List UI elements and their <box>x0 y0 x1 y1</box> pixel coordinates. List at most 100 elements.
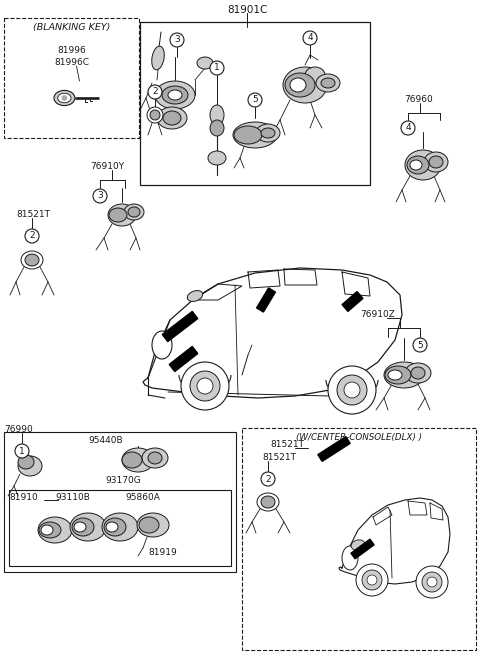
Ellipse shape <box>256 124 280 142</box>
Text: 95440B: 95440B <box>88 436 122 445</box>
Ellipse shape <box>411 367 425 379</box>
Ellipse shape <box>208 151 226 165</box>
Bar <box>4 432 236 572</box>
Ellipse shape <box>155 81 195 109</box>
Ellipse shape <box>157 107 187 129</box>
Ellipse shape <box>410 160 422 170</box>
Circle shape <box>210 61 224 75</box>
Circle shape <box>422 572 442 592</box>
Text: 81901C: 81901C <box>227 5 267 15</box>
Ellipse shape <box>72 518 94 536</box>
Ellipse shape <box>168 90 182 100</box>
Bar <box>140 22 370 185</box>
Circle shape <box>61 95 67 101</box>
Ellipse shape <box>305 67 325 83</box>
Circle shape <box>181 362 229 410</box>
Text: 4: 4 <box>307 33 313 43</box>
Polygon shape <box>342 292 363 312</box>
Circle shape <box>356 564 388 596</box>
Circle shape <box>344 382 360 398</box>
Ellipse shape <box>210 105 224 125</box>
Ellipse shape <box>233 122 277 148</box>
Ellipse shape <box>58 93 71 103</box>
Circle shape <box>190 371 220 401</box>
Ellipse shape <box>122 448 154 472</box>
Ellipse shape <box>122 452 142 468</box>
Bar <box>4 18 139 138</box>
Circle shape <box>401 121 415 135</box>
Text: (BLANKING KEY): (BLANKING KEY) <box>33 23 110 32</box>
Circle shape <box>427 577 437 587</box>
Text: 3: 3 <box>174 35 180 45</box>
Text: 1: 1 <box>19 447 25 455</box>
Text: 4: 4 <box>405 123 411 133</box>
Text: 76910Y: 76910Y <box>90 162 124 171</box>
Ellipse shape <box>109 208 127 222</box>
Ellipse shape <box>261 128 275 138</box>
Text: 95860A: 95860A <box>125 493 160 502</box>
Text: 2: 2 <box>29 232 35 241</box>
Text: 81521T: 81521T <box>262 453 296 462</box>
Circle shape <box>170 33 184 47</box>
Ellipse shape <box>142 448 168 468</box>
Ellipse shape <box>261 496 275 508</box>
Ellipse shape <box>407 156 429 174</box>
Ellipse shape <box>384 362 424 388</box>
Ellipse shape <box>128 207 140 217</box>
Circle shape <box>337 375 367 405</box>
Text: 81910: 81910 <box>9 493 38 502</box>
Circle shape <box>367 575 377 585</box>
Ellipse shape <box>321 78 335 88</box>
Text: 5: 5 <box>252 96 258 104</box>
Ellipse shape <box>41 525 53 535</box>
Ellipse shape <box>405 150 441 180</box>
Circle shape <box>93 189 107 203</box>
Text: 1: 1 <box>214 64 220 73</box>
Ellipse shape <box>108 204 136 226</box>
Text: 81521T: 81521T <box>270 440 304 449</box>
Circle shape <box>328 366 376 414</box>
Ellipse shape <box>152 46 164 70</box>
Ellipse shape <box>162 86 188 104</box>
Ellipse shape <box>106 522 118 532</box>
Ellipse shape <box>342 546 358 570</box>
Text: 93170G: 93170G <box>105 476 141 485</box>
Circle shape <box>15 444 29 458</box>
Ellipse shape <box>351 540 365 550</box>
Circle shape <box>25 229 39 243</box>
Ellipse shape <box>257 493 279 511</box>
Ellipse shape <box>385 366 411 384</box>
Polygon shape <box>169 346 198 371</box>
Ellipse shape <box>39 522 61 538</box>
Ellipse shape <box>405 363 431 383</box>
Text: 81996C: 81996C <box>54 58 89 67</box>
Polygon shape <box>351 539 374 559</box>
Polygon shape <box>162 312 198 342</box>
Text: 76960: 76960 <box>404 95 433 104</box>
Circle shape <box>416 566 448 598</box>
Text: 81521T: 81521T <box>16 210 50 219</box>
Text: 76990: 76990 <box>4 425 33 434</box>
Circle shape <box>362 570 382 590</box>
Ellipse shape <box>283 67 327 103</box>
Circle shape <box>197 378 213 394</box>
Circle shape <box>248 93 262 107</box>
Ellipse shape <box>187 291 203 302</box>
Text: 2: 2 <box>152 87 158 96</box>
Ellipse shape <box>197 57 213 69</box>
Circle shape <box>261 472 275 486</box>
Ellipse shape <box>124 204 144 220</box>
Bar <box>242 428 476 650</box>
Ellipse shape <box>25 254 39 266</box>
Ellipse shape <box>316 74 340 92</box>
Ellipse shape <box>148 452 162 464</box>
Ellipse shape <box>21 251 43 269</box>
Text: 81996: 81996 <box>57 46 86 55</box>
Ellipse shape <box>54 91 75 106</box>
Text: 2: 2 <box>265 474 271 483</box>
Text: 93110B: 93110B <box>55 493 90 502</box>
Ellipse shape <box>137 513 169 537</box>
Ellipse shape <box>38 517 72 543</box>
Text: 3: 3 <box>97 192 103 201</box>
Ellipse shape <box>139 517 159 533</box>
